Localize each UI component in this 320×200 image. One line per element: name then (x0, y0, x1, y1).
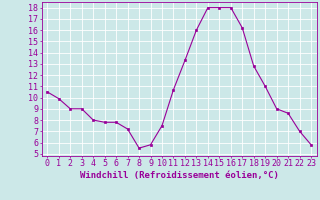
X-axis label: Windchill (Refroidissement éolien,°C): Windchill (Refroidissement éolien,°C) (80, 171, 279, 180)
